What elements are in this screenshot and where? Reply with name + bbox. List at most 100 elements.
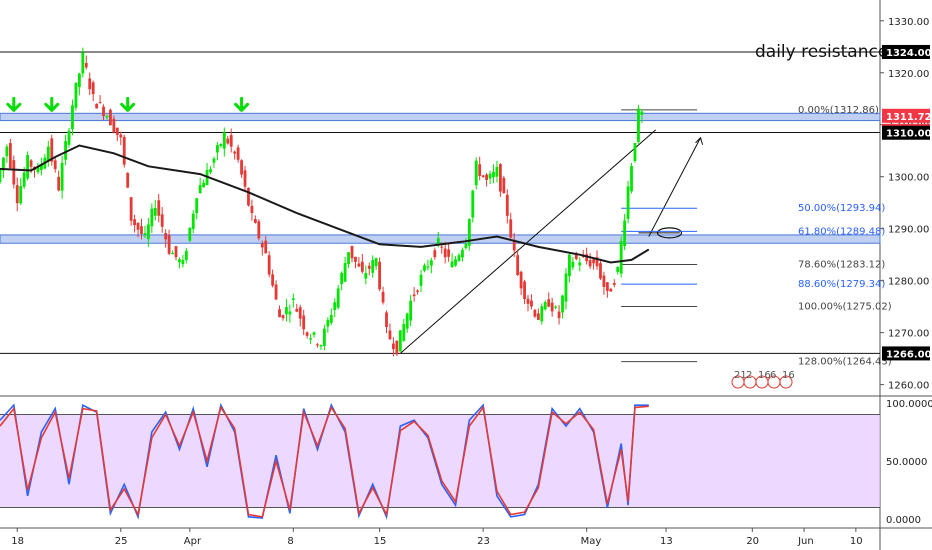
price-tick-label-3: 1290.00 <box>888 225 929 236</box>
candle-body <box>336 288 340 308</box>
time-tick-label-0: 18 <box>11 536 24 547</box>
candle-body <box>164 233 168 240</box>
candle-body <box>367 265 371 269</box>
candle-body <box>219 144 223 147</box>
candle-body <box>426 266 430 268</box>
candle-body <box>57 176 61 191</box>
candle-body <box>395 340 399 355</box>
candle-body <box>492 171 495 178</box>
candle-body <box>533 309 537 317</box>
candle-body <box>526 298 530 304</box>
candle-body <box>630 166 633 192</box>
candle-body <box>253 219 257 223</box>
candle-body <box>364 272 368 279</box>
price-label-box-1 <box>882 108 930 123</box>
candle-body <box>60 162 64 191</box>
candle-body <box>250 205 254 214</box>
candle-body <box>77 73 81 88</box>
price-tick-label-0: 1260.00 <box>888 381 929 392</box>
candle-body <box>574 254 578 260</box>
candle-body <box>216 145 219 153</box>
candle-body <box>26 155 30 179</box>
candle-body <box>540 306 544 322</box>
candle-body <box>260 243 264 248</box>
candle-body <box>333 302 337 311</box>
candle-body <box>129 197 133 221</box>
candle-body <box>371 260 375 273</box>
candle-body <box>264 240 268 254</box>
projection-arrow <box>648 137 701 237</box>
candle-body <box>416 290 419 292</box>
event-badge-label-2: 16 <box>758 370 771 381</box>
candle-body <box>554 306 558 308</box>
candle-body <box>343 263 347 282</box>
candle-body <box>15 185 19 204</box>
candle-body <box>29 160 33 167</box>
candle-body <box>398 330 402 352</box>
candle-body <box>481 175 485 177</box>
candle-body <box>485 174 488 180</box>
oscillator-band <box>0 414 880 508</box>
candle-body <box>588 260 592 267</box>
time-tick-label-10: 10 <box>850 536 863 547</box>
candle-body <box>157 200 161 216</box>
candle-body <box>488 173 492 179</box>
candle-body <box>322 328 326 346</box>
zone-1 <box>0 234 881 244</box>
moving-average-line <box>0 144 650 264</box>
price-label-3: 1310.00 <box>886 129 932 140</box>
candle-body <box>95 103 99 109</box>
candle-body <box>191 213 195 229</box>
candle-body <box>464 244 468 249</box>
candle-body <box>329 314 333 323</box>
candle-body <box>150 208 154 227</box>
candle-body <box>405 313 409 329</box>
candle-body <box>419 274 423 286</box>
oscillator-pane: 0.0000 50.0000 100.0000 <box>0 399 932 526</box>
price-tick-label-4: 1300.00 <box>888 173 929 184</box>
time-tick-label-9: Jun <box>797 536 814 547</box>
candle-body <box>461 249 464 258</box>
candle-body <box>599 263 602 279</box>
marker-arrow-3 <box>234 96 250 112</box>
event-badge-label-1: 2 <box>746 370 752 381</box>
candle-body <box>440 246 444 248</box>
candle-body <box>561 295 564 313</box>
candle-body <box>385 312 388 328</box>
fib-label-6: 128.00%(1264.43) <box>798 357 892 368</box>
candle-body <box>316 344 319 346</box>
candle-body <box>457 255 461 261</box>
candle-body <box>247 187 250 206</box>
candle-body <box>46 146 50 162</box>
candle-body <box>119 134 123 138</box>
candle-body <box>229 135 233 147</box>
candle-body <box>312 332 316 335</box>
price-label-4: 1266.00 <box>886 349 932 360</box>
candle-body <box>471 190 475 218</box>
candle-body <box>143 233 147 235</box>
candle-body <box>609 288 613 292</box>
candle-body <box>222 132 226 149</box>
candle-body <box>309 338 312 340</box>
candle-body <box>612 283 616 285</box>
candle-body <box>295 308 299 312</box>
candle-body <box>278 309 281 318</box>
candle-body <box>198 185 202 193</box>
candle-body <box>140 226 143 234</box>
candle-body <box>495 166 499 177</box>
fib-label-1: 50.00%(1293.94) <box>798 203 885 214</box>
candle-body <box>354 256 357 262</box>
fib-label-3: 78.60%(1283.12) <box>798 259 885 270</box>
event-badge-label-0: 21 <box>734 370 747 381</box>
candle-body <box>71 105 74 130</box>
price-label-box-3 <box>882 125 930 140</box>
candle-body <box>381 291 385 303</box>
price-tick-label-1: 1270.00 <box>888 329 929 340</box>
candle-body <box>519 271 523 289</box>
candle-body <box>605 282 609 291</box>
candle-body <box>388 330 392 340</box>
candle-body <box>36 166 40 173</box>
candle-body <box>53 160 57 170</box>
